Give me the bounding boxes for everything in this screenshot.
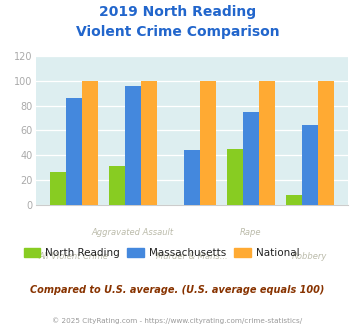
Bar <box>286 195 302 205</box>
Bar <box>302 125 318 205</box>
Bar <box>184 150 200 205</box>
Legend: North Reading, Massachusetts, National: North Reading, Massachusetts, National <box>20 244 304 262</box>
Text: All Violent Crime: All Violent Crime <box>39 252 109 261</box>
Bar <box>82 81 98 205</box>
Text: © 2025 CityRating.com - https://www.cityrating.com/crime-statistics/: © 2025 CityRating.com - https://www.city… <box>53 317 302 324</box>
Bar <box>259 81 275 205</box>
Bar <box>50 172 66 205</box>
Text: 2019 North Reading: 2019 North Reading <box>99 5 256 19</box>
Text: Rape: Rape <box>240 228 262 237</box>
Bar <box>125 86 141 205</box>
Bar <box>141 81 157 205</box>
Bar <box>109 166 125 205</box>
Bar <box>243 112 259 205</box>
Text: Compared to U.S. average. (U.S. average equals 100): Compared to U.S. average. (U.S. average … <box>30 285 325 295</box>
Bar <box>200 81 215 205</box>
Text: Aggravated Assault: Aggravated Assault <box>92 228 174 237</box>
Bar <box>318 81 334 205</box>
Text: Violent Crime Comparison: Violent Crime Comparison <box>76 25 279 39</box>
Text: Murder & Mans...: Murder & Mans... <box>156 252 228 261</box>
Bar <box>66 98 82 205</box>
Text: Robbery: Robbery <box>292 252 327 261</box>
Bar <box>227 149 243 205</box>
